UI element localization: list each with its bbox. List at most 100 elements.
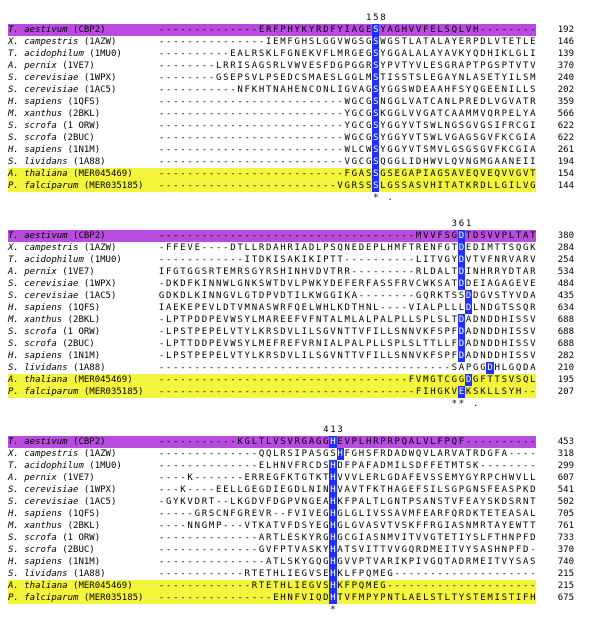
alignment-row: X. campestris (1AZW)--------------QQLRSI…	[8, 448, 600, 460]
species-label: M. xanthus (2BKL)	[8, 520, 158, 532]
alignment-row: S. cerevisiae (1WPX)---K----EELLGEGDIEGD…	[8, 484, 600, 496]
species-label: T. aestivum (CBP2)	[8, 24, 158, 36]
species-label: S. scrofa (1 ORW)	[8, 120, 158, 132]
position-number: 502	[540, 496, 574, 508]
sequence: --------------ELHNVFRCDSHDFPAFADMILSDFFE…	[158, 460, 540, 472]
sequence: --------------------------FGASSGSEGAPIAG…	[158, 168, 540, 180]
alignment-row: A. thaliana (MER045469)-----------------…	[8, 374, 600, 386]
species-label: T. acidophilum (1MU0)	[8, 48, 158, 60]
alignment-row: T. aestivum (CBP2)--------------ERFPHYKY…	[8, 24, 600, 36]
sequence: -DKDFKINNWLGNKSWTDVLPWKYDEFERFASSFRVCWKS…	[158, 278, 540, 290]
position-number: 705	[540, 508, 574, 520]
species-label: M. xanthus (2BKL)	[8, 314, 158, 326]
position-number: 675	[540, 592, 574, 604]
sequence: ------------------------------------MVVF…	[158, 230, 540, 242]
sequence: -GYKVDRT--LKGDVFDGPVNGEAHKFPALTLGNTPSANS…	[158, 496, 540, 508]
position-number: 740	[540, 556, 574, 568]
species-label: S. lividans (1A88)	[8, 156, 158, 168]
position-number: 194	[540, 156, 574, 168]
position-number: 453	[540, 436, 574, 448]
sequence: --------------------------YGCGSYGGYVTSWL…	[158, 120, 540, 132]
species-label: T. aestivum (CBP2)	[8, 436, 158, 448]
position-number: 688	[540, 326, 574, 338]
species-label: X. campestris (1AZW)	[8, 242, 158, 254]
species-label: M. xanthus (2BKL)	[8, 108, 158, 120]
species-label: P. falciparum (MER035185)	[8, 386, 158, 398]
alignment-row: M. xanthus (2BKL)----NNGMP---VTKATVFDSYE…	[8, 520, 600, 532]
sequence: ----------EALRSKLFGNEKVFLMRGEGSYGGALALAY…	[158, 48, 540, 60]
sequence: IFGTGGSRTEMRSGYRSHINHVDVTRR---------RLDA…	[158, 266, 540, 278]
position-number: 622	[540, 132, 574, 144]
species-label: S. cerevisiae (1AC5)	[8, 84, 158, 96]
alignment-row: S. scrofa (1 ORW)-LPSTPEPELVTYLKRSDVLILS…	[8, 326, 600, 338]
sequence: --------------------------WGCGSYGGYVTSWL…	[158, 132, 540, 144]
alignment-row: H. sapiens (1QFS)-----------------------…	[8, 96, 600, 108]
species-label: H. sapiens (1QFS)	[8, 508, 158, 520]
position-number: 688	[540, 338, 574, 350]
position-number: 370	[540, 544, 574, 556]
position-number: 359	[540, 96, 574, 108]
species-label: A. pernix (1VE7)	[8, 60, 158, 72]
alignment-row: S. cerevisiae (1AC5)GDKDLKINNGVLGTDPVDTI…	[8, 290, 600, 302]
position-number: 215	[540, 580, 574, 592]
species-label: S. scrofa (1 ORW)	[8, 326, 158, 338]
position-number: 202	[540, 84, 574, 96]
position-number: 318	[540, 448, 574, 460]
sequence: -----------KGLTLVSVRGAGGHEVPLHRPRPQALVLF…	[158, 436, 540, 448]
species-label: H. sapiens (1QFS)	[8, 96, 158, 108]
alignment-row: S. cerevisiae (1WPX)-DKDFKINNWLGNKSWTDVL…	[8, 278, 600, 290]
position-number: 146	[540, 36, 574, 48]
sequence: ---------------IEMFGHSLGGVWGSGSWGSTLATAL…	[158, 36, 540, 48]
sequence: -LPTTDDPEVWSYLMEFREFVRNIALPALPLLSPLSLTTL…	[158, 338, 540, 350]
sequence: IAEKEPEVLDTVMNASWRFQELWHLKDTHNL----VIALP…	[158, 302, 540, 314]
sequence: -LPTPDDPEVWSYLMAREEFVFNTALMLALPALPLLSPLS…	[158, 314, 540, 326]
sequence: --------------------------VGCGSQGGLIDHWV…	[158, 156, 540, 168]
position-number: 607	[540, 472, 574, 484]
species-label: S. lividans (1A88)	[8, 362, 158, 374]
sequence: --------GSEPSVLPSEDCSMAESLGGLMSTISSTSLEG…	[158, 72, 540, 84]
position-number: 761	[540, 520, 574, 532]
alignment-row: X. campestris (1AZW)---------------IEMFG…	[8, 36, 600, 48]
species-label: S. cerevisiae (1AC5)	[8, 290, 158, 302]
alignment-row: T. acidophilum (1MU0)------------ITDKISA…	[8, 254, 600, 266]
position-number: 282	[540, 350, 574, 362]
alignment-row: S. lividans (1A88)------------RTETHLIEGV…	[8, 568, 600, 580]
position-number: 207	[540, 386, 574, 398]
sequence: ------------RTETHLIEGVSEHKLFPQMEG-------…	[158, 568, 540, 580]
sequence: ----NNGMP---VTKATVFDSYEGHGLGVASVTVSKFFRG…	[158, 520, 540, 532]
species-label: S. scrofa (2BUC)	[8, 338, 158, 350]
position-number: 240	[540, 72, 574, 84]
sequence: ---K----EELLGEGDIEGDLNINHVAVTFKTHAGEFSIL…	[158, 484, 540, 496]
sequence: ------------ITDKISAKIKIPTT----------LITV…	[158, 254, 540, 266]
position-number: 139	[540, 48, 574, 60]
sequence: --------------GVFPTVASKYHATSVITTVVGQRDME…	[158, 544, 540, 556]
position-number: 154	[540, 168, 574, 180]
species-label: S. scrofa (2BUC)	[8, 544, 158, 556]
sequence: -FFEVE----DTLLRDAHRIADLPSQNEDEPLHMFTRENF…	[158, 242, 540, 254]
position-number: 370	[540, 60, 574, 72]
alignment-row: T. acidophilum (1MU0)----------EALRSKLFG…	[8, 48, 600, 60]
species-label: H. sapiens (1N1M)	[8, 144, 158, 156]
alignment-row: S. cerevisiae (1AC5)-----------NFKHTNAHE…	[8, 84, 600, 96]
species-label: A. thaliana (MER045469)	[8, 374, 158, 386]
alignment-row: H. sapiens (1QFS)IAEKEPEVLDTVMNASWRFQELW…	[8, 302, 600, 314]
alignment-row: P. falciparum (MER035185)---------------…	[8, 592, 600, 604]
species-label: S. scrofa (1 ORW)	[8, 532, 158, 544]
sequence: ---------------ATLSKYGQGHGVVPTVARIKPIVGQ…	[158, 556, 540, 568]
sequence: --------------------------YGCGSKGGLVVGAT…	[158, 108, 540, 120]
species-label: X. campestris (1AZW)	[8, 448, 158, 460]
species-label: S. cerevisiae (1WPX)	[8, 278, 158, 290]
species-label: H. sapiens (1N1M)	[8, 350, 158, 362]
position-number: 195	[540, 374, 574, 386]
species-label: H. sapiens (1QFS)	[8, 302, 158, 314]
species-label: A. thaliana (MER045469)	[8, 580, 158, 592]
sequence: -----------------------------------FVMGT…	[158, 374, 540, 386]
sequence: -----------NFKHTNAHENCONLIGVAGSYGGSWDEAA…	[158, 84, 540, 96]
position-number: 566	[540, 108, 574, 120]
alignment-row: H. sapiens (1N1M)-----------------------…	[8, 144, 600, 156]
sequence: ----------------EHNFVIQDHTVFMPYPNTLAELST…	[158, 592, 540, 604]
species-label: S. cerevisiae (1WPX)	[8, 72, 158, 84]
sequence: ------------------------------------FIHG…	[158, 386, 540, 398]
sequence: -LPSTPEPELVTYLKRSDVLILSGVNTTVFILLSNNVKFS…	[158, 326, 540, 338]
alignment-row: A. pernix (1VE7)--------LRRISAGSRLVWVESF…	[8, 60, 600, 72]
